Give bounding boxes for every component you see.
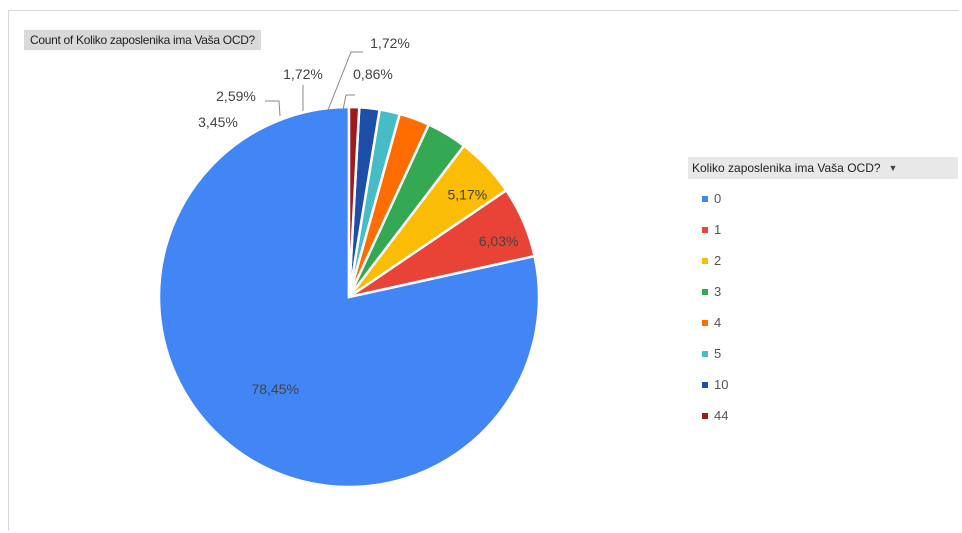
- legend-label: 1: [714, 222, 722, 237]
- legend-swatch: [702, 195, 708, 202]
- data-label-2: 5,17%: [447, 186, 487, 202]
- leader-line-44: [342, 94, 355, 111]
- chart-field-button[interactable]: Count of Koliko zaposlenika ima Vaša OCD…: [24, 30, 261, 50]
- legend: Koliko zaposlenika ima Vaša OCD? ▼ 0 1 2 3 4…: [688, 157, 958, 431]
- legend-item-3[interactable]: 3: [702, 276, 958, 307]
- legend-swatch: [702, 257, 708, 264]
- legend-item-0[interactable]: 0: [702, 183, 958, 214]
- legend-label: 0: [714, 191, 722, 206]
- data-label-44: 0,86%: [353, 66, 393, 82]
- legend-label: 2: [714, 253, 722, 268]
- data-label-3: 3,45%: [198, 114, 238, 130]
- legend-filter-button[interactable]: Koliko zaposlenika ima Vaša OCD? ▼: [688, 157, 958, 179]
- data-label-0: 78,45%: [251, 381, 298, 397]
- legend-item-10[interactable]: 10: [702, 369, 958, 400]
- legend-item-4[interactable]: 4: [702, 307, 958, 338]
- chart-frame: [8, 10, 959, 531]
- legend-label: 4: [714, 315, 722, 330]
- leader-line-4: [265, 100, 281, 117]
- legend-label: 44: [714, 408, 729, 423]
- legend-label: 3: [714, 284, 722, 299]
- legend-swatch: [702, 381, 708, 388]
- legend-item-5[interactable]: 5: [702, 338, 958, 369]
- legend-item-1[interactable]: 1: [702, 214, 958, 245]
- legend-title: Koliko zaposlenika ima Vaša OCD?: [692, 161, 881, 175]
- legend-item-44[interactable]: 44: [702, 400, 958, 431]
- legend-swatch: [702, 319, 708, 326]
- legend-label: 10: [714, 377, 729, 392]
- data-label-4: 2,59%: [216, 88, 256, 104]
- legend-swatch: [702, 350, 708, 357]
- legend-list: 0 1 2 3 4 5 10 44: [688, 183, 958, 431]
- data-label-1: 6,03%: [479, 233, 519, 249]
- legend-swatch: [702, 412, 708, 419]
- legend-swatch: [702, 226, 708, 233]
- dropdown-arrow-icon[interactable]: ▼: [888, 163, 898, 173]
- legend-label: 5: [714, 346, 722, 361]
- pie-slice-44[interactable]: [347, 105, 361, 298]
- leader-line-10: [327, 51, 363, 111]
- legend-item-2[interactable]: 2: [702, 245, 958, 276]
- data-label-5: 1,72%: [283, 66, 323, 82]
- data-label-10: 1,72%: [370, 35, 410, 51]
- legend-swatch: [702, 288, 708, 295]
